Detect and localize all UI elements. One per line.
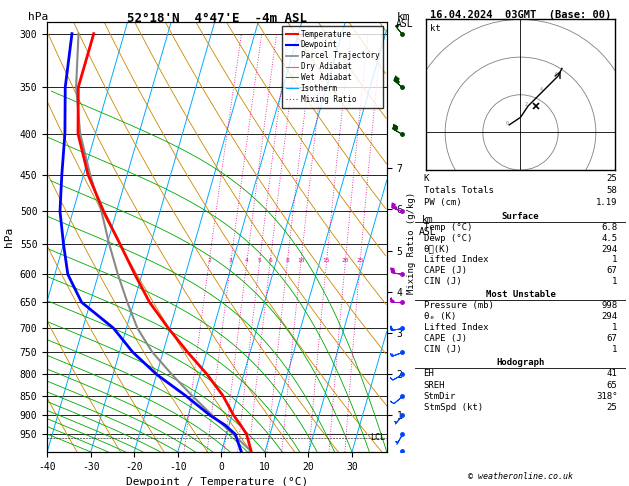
Text: Mixing Ratio (g/kg): Mixing Ratio (g/kg) bbox=[408, 192, 416, 294]
Text: 10: 10 bbox=[297, 258, 304, 263]
Text: PW (cm): PW (cm) bbox=[423, 198, 461, 208]
Text: EH: EH bbox=[423, 369, 434, 379]
Text: CAPE (J): CAPE (J) bbox=[423, 334, 467, 343]
Text: 67: 67 bbox=[607, 334, 618, 343]
Text: 52°18'N  4°47'E  -4m ASL: 52°18'N 4°47'E -4m ASL bbox=[127, 12, 307, 25]
Text: 5: 5 bbox=[258, 258, 261, 263]
Text: 998: 998 bbox=[601, 301, 618, 310]
Text: Most Unstable: Most Unstable bbox=[486, 290, 555, 299]
Text: ASL: ASL bbox=[396, 19, 414, 30]
Text: Dewp (°C): Dewp (°C) bbox=[423, 234, 472, 243]
Text: 294: 294 bbox=[601, 312, 618, 321]
Text: 4.5: 4.5 bbox=[601, 234, 618, 243]
Text: 25: 25 bbox=[607, 403, 618, 412]
Text: Surface: Surface bbox=[502, 212, 539, 221]
Text: K: K bbox=[423, 174, 429, 183]
Text: 318°: 318° bbox=[596, 392, 618, 401]
Text: θₑ (K): θₑ (K) bbox=[423, 312, 456, 321]
Text: 0: 0 bbox=[506, 121, 508, 126]
Text: hPa: hPa bbox=[28, 12, 48, 22]
Text: 1: 1 bbox=[612, 255, 618, 264]
Legend: Temperature, Dewpoint, Parcel Trajectory, Dry Adiabat, Wet Adiabat, Isotherm, Mi: Temperature, Dewpoint, Parcel Trajectory… bbox=[282, 26, 383, 108]
Text: CIN (J): CIN (J) bbox=[423, 345, 461, 354]
Text: SREH: SREH bbox=[423, 381, 445, 390]
Text: 1: 1 bbox=[612, 277, 618, 286]
Text: StmDir: StmDir bbox=[423, 392, 456, 401]
Text: 65: 65 bbox=[607, 381, 618, 390]
Text: Lifted Index: Lifted Index bbox=[423, 323, 488, 332]
Text: 20: 20 bbox=[342, 258, 349, 263]
Y-axis label: km
ASL: km ASL bbox=[419, 215, 437, 237]
Y-axis label: hPa: hPa bbox=[4, 227, 14, 247]
Text: 2: 2 bbox=[524, 102, 527, 107]
Text: LCL: LCL bbox=[370, 434, 386, 442]
Text: 1: 1 bbox=[612, 323, 618, 332]
Text: 1: 1 bbox=[612, 345, 618, 354]
Text: 2: 2 bbox=[207, 258, 211, 263]
X-axis label: Dewpoint / Temperature (°C): Dewpoint / Temperature (°C) bbox=[126, 477, 308, 486]
Text: 294: 294 bbox=[601, 244, 618, 254]
Text: 6: 6 bbox=[554, 72, 557, 77]
Text: CAPE (J): CAPE (J) bbox=[423, 266, 467, 275]
Text: © weatheronline.co.uk: © weatheronline.co.uk bbox=[468, 472, 573, 481]
Text: 6: 6 bbox=[268, 258, 272, 263]
Text: StmSpd (kt): StmSpd (kt) bbox=[423, 403, 482, 412]
Text: θᴄ(K): θᴄ(K) bbox=[423, 244, 450, 254]
Text: 15: 15 bbox=[323, 258, 330, 263]
Text: 58: 58 bbox=[607, 186, 618, 195]
Text: 41: 41 bbox=[607, 369, 618, 379]
Text: CIN (J): CIN (J) bbox=[423, 277, 461, 286]
Text: 25: 25 bbox=[356, 258, 364, 263]
Text: 6.8: 6.8 bbox=[601, 223, 618, 232]
Text: Totals Totals: Totals Totals bbox=[423, 186, 493, 195]
Text: 4: 4 bbox=[539, 87, 542, 92]
Text: kt: kt bbox=[430, 24, 441, 33]
Text: 3: 3 bbox=[229, 258, 233, 263]
Text: 25: 25 bbox=[607, 174, 618, 183]
Text: Hodograph: Hodograph bbox=[496, 358, 545, 367]
Text: Lifted Index: Lifted Index bbox=[423, 255, 488, 264]
Text: 1.19: 1.19 bbox=[596, 198, 618, 208]
Text: 16.04.2024  03GMT  (Base: 00): 16.04.2024 03GMT (Base: 00) bbox=[430, 10, 611, 20]
Text: 67: 67 bbox=[607, 266, 618, 275]
Text: 8: 8 bbox=[286, 258, 289, 263]
Text: Temp (°C): Temp (°C) bbox=[423, 223, 472, 232]
Text: 4: 4 bbox=[245, 258, 248, 263]
Text: km: km bbox=[396, 12, 409, 22]
Text: Pressure (mb): Pressure (mb) bbox=[423, 301, 493, 310]
